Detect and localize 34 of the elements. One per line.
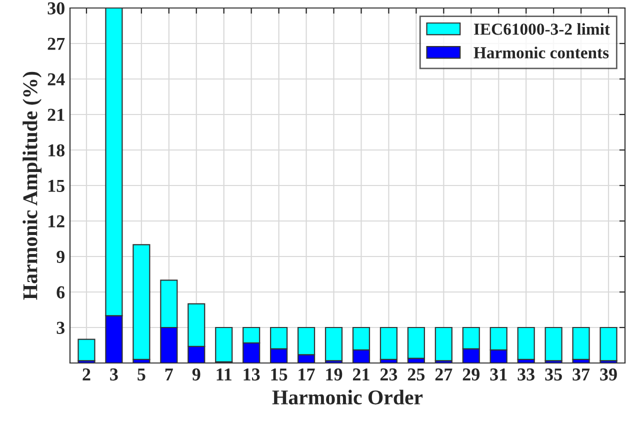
legend-label: IEC61000-3-2 limit [474,23,610,35]
y-tick-label: 9 [56,250,64,263]
x-tick-label: 37 [572,368,590,381]
x-tick-label: 25 [408,368,425,381]
x-tick-label: 2 [82,368,90,380]
x-tick-label: 19 [326,368,342,381]
x-axis-title: Harmonic Order [272,390,423,404]
y-tick-label: 18 [48,144,65,156]
x-tick-label: 23 [380,368,398,381]
y-tick-label: 3 [56,322,65,334]
x-tick-label: 15 [271,368,288,381]
x-tick-label: 31 [490,368,507,381]
y-tick-label: 24 [48,73,65,86]
y-tick-label: 12 [48,215,64,228]
x-tick-label: 17 [298,368,315,380]
legend-label: Harmonic contents [474,46,609,58]
x-tick-label: 13 [244,368,260,381]
x-tick-label: 3 [110,368,118,381]
x-tick-label: 11 [216,368,232,380]
y-tick-label: 30 [48,2,64,14]
x-tick-label: 29 [462,368,480,381]
y-tick-label: 27 [48,38,65,50]
x-tick-label: 5 [138,368,146,381]
x-tick-label: 27 [435,368,452,380]
y-tick-label: 15 [48,180,64,192]
y-tick-label: 21 [48,108,64,121]
x-tick-label: 7 [165,368,173,380]
x-tick-label: 21 [352,368,370,380]
x-tick-label: 33 [518,368,534,381]
x-tick-label: 9 [192,368,200,381]
x-tick-label: 35 [545,368,562,381]
y-axis-title: Harmonic Amplitude (%) [22,72,42,300]
x-tick-label: 39 [600,368,617,381]
y-tick-label: 6 [56,286,65,298]
